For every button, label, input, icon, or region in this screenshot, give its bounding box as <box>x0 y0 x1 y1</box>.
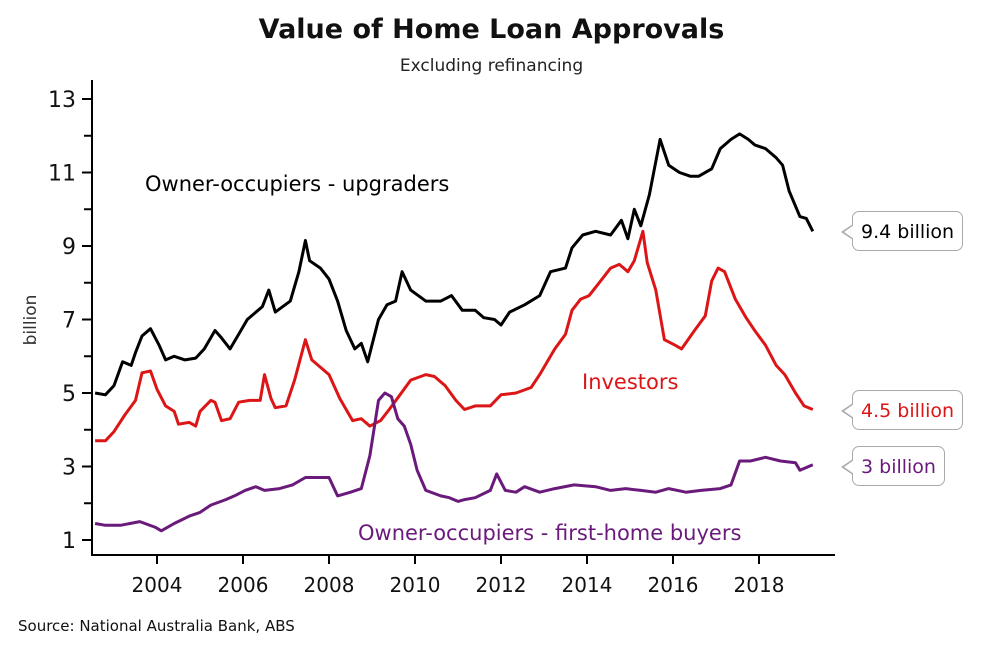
chart-subtitle: Excluding refinancing <box>399 56 584 76</box>
source-note: Source: National Australia Bank, ABS <box>18 617 295 635</box>
y-tick-label: 1 <box>62 529 76 554</box>
callout-investors: 4.5 billion <box>840 390 964 430</box>
y-tick-label: 7 <box>62 309 76 334</box>
line-investors <box>95 229 814 443</box>
y-tick-label: 13 <box>48 88 76 113</box>
line-first-home-buyers <box>94 391 814 533</box>
callout-upgraders: 9.4 billion <box>840 211 964 251</box>
y-tick-label: 5 <box>62 382 76 407</box>
y-tick-label: 9 <box>62 235 76 260</box>
x-tick-label: 2012 <box>476 573 527 597</box>
x-tick-label: 2004 <box>132 573 183 597</box>
series-label-upgraders: Owner-occupiers - upgraders <box>145 172 450 196</box>
series-lines <box>94 132 815 533</box>
series-label-first-home-buyers: Owner-occupiers - first-home buyers <box>358 521 742 545</box>
x-tick-label: 2006 <box>218 573 269 597</box>
x-tick-label: 2014 <box>562 573 613 597</box>
callout-first-home-buyers: 3 billion <box>841 446 945 486</box>
x-tick-label: 2010 <box>390 573 441 597</box>
x-tick-label: 2016 <box>648 573 699 597</box>
x-tick-label: 2008 <box>304 573 355 597</box>
series-label-investors: Investors <box>582 370 679 394</box>
y-tick-label: 3 <box>62 456 76 481</box>
y-tick-label: 11 <box>48 162 76 187</box>
x-tick-label: 2018 <box>734 573 785 597</box>
y-axis-label: billion <box>21 295 41 346</box>
chart-title: Value of Home Loan Approvals <box>258 14 725 45</box>
line-upgraders <box>94 132 815 397</box>
